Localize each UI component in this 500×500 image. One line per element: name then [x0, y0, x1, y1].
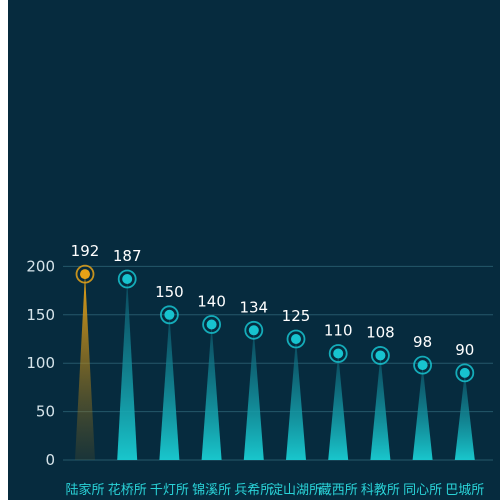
- bar: [370, 355, 391, 460]
- value-label: 150: [155, 283, 184, 301]
- marker-dot: [291, 334, 301, 344]
- bar: [412, 365, 433, 460]
- marker-dot: [248, 325, 259, 336]
- y-tick-label: 100: [26, 354, 55, 372]
- marker-ring: [455, 363, 475, 383]
- marker-dot: [164, 309, 175, 320]
- bar: [159, 314, 180, 460]
- category-label: 科教所: [361, 482, 400, 498]
- bar: [286, 339, 306, 460]
- marker-ring: [244, 320, 264, 340]
- marker-ring: [328, 344, 348, 363]
- bar-marker: [328, 344, 348, 363]
- y-tick-label: 200: [26, 257, 55, 275]
- category-label: 陆家所: [65, 482, 104, 498]
- y-tick-label: 150: [26, 306, 55, 324]
- bar-chart: 0 50 100 150 200 192 187 150 140 134 125 110 108 98 9…: [26, 242, 493, 498]
- marker-ring: [159, 305, 179, 325]
- marker-ring: [413, 355, 433, 375]
- category-label: 花桥所: [108, 482, 147, 498]
- marker-dot: [206, 319, 217, 330]
- marker-ring: [75, 264, 95, 284]
- bars: [75, 274, 475, 460]
- markers: [75, 264, 475, 383]
- value-label: 125: [282, 307, 311, 325]
- y-tick-label: 50: [36, 403, 55, 421]
- marker-ring: [286, 329, 306, 349]
- bar: [328, 353, 349, 460]
- bar: [117, 278, 138, 460]
- category-label: 巴城所: [445, 483, 484, 498]
- category-label: 兵希所: [234, 483, 273, 498]
- value-label: 110: [324, 322, 353, 340]
- value-label: 192: [71, 242, 100, 260]
- marker-ring: [370, 346, 390, 365]
- bar-marker: [75, 264, 95, 284]
- bar-marker: [413, 355, 433, 375]
- marker-ring: [202, 315, 222, 334]
- marker-dot: [333, 348, 344, 359]
- bar-marker: [202, 315, 222, 334]
- category-label: 同心所: [403, 483, 442, 498]
- value-label: 187: [113, 247, 142, 265]
- bar: [454, 372, 475, 460]
- marker-dot: [80, 269, 90, 280]
- marker-dot: [375, 350, 386, 361]
- chart-panel: 0 50 100 150 200 192 187 150 140 134 125 110 108 98 9…: [8, 0, 500, 500]
- value-label: 90: [455, 341, 474, 359]
- value-label: 98: [413, 333, 432, 351]
- bar-marker: [370, 346, 390, 365]
- bar-marker: [159, 305, 179, 325]
- category-label: 藏西所: [319, 483, 358, 498]
- bar: [201, 324, 222, 460]
- bar-marker: [455, 363, 475, 383]
- marker-ring: [117, 269, 137, 289]
- value-label: 134: [239, 298, 268, 316]
- bar-marker: [286, 329, 306, 349]
- y-tick-label: 0: [45, 451, 55, 469]
- category-label: 锦溪所: [192, 483, 231, 498]
- category-label: 千灯所: [150, 483, 189, 498]
- marker-dot: [417, 360, 428, 371]
- bar: [243, 330, 264, 460]
- bar-marker: [117, 269, 137, 289]
- bar-marker: [244, 320, 264, 340]
- value-label: 140: [197, 292, 226, 310]
- marker-dot: [122, 273, 133, 284]
- value-labels: 192 187 150 140 134 125 110 108 98 90: [71, 242, 475, 359]
- marker-dot: [459, 367, 470, 378]
- bar: [75, 274, 95, 460]
- value-label: 108: [366, 323, 395, 341]
- y-axis-ticks: 0 50 100 150 200: [26, 257, 55, 469]
- category-label: 淀山湖所: [270, 483, 322, 498]
